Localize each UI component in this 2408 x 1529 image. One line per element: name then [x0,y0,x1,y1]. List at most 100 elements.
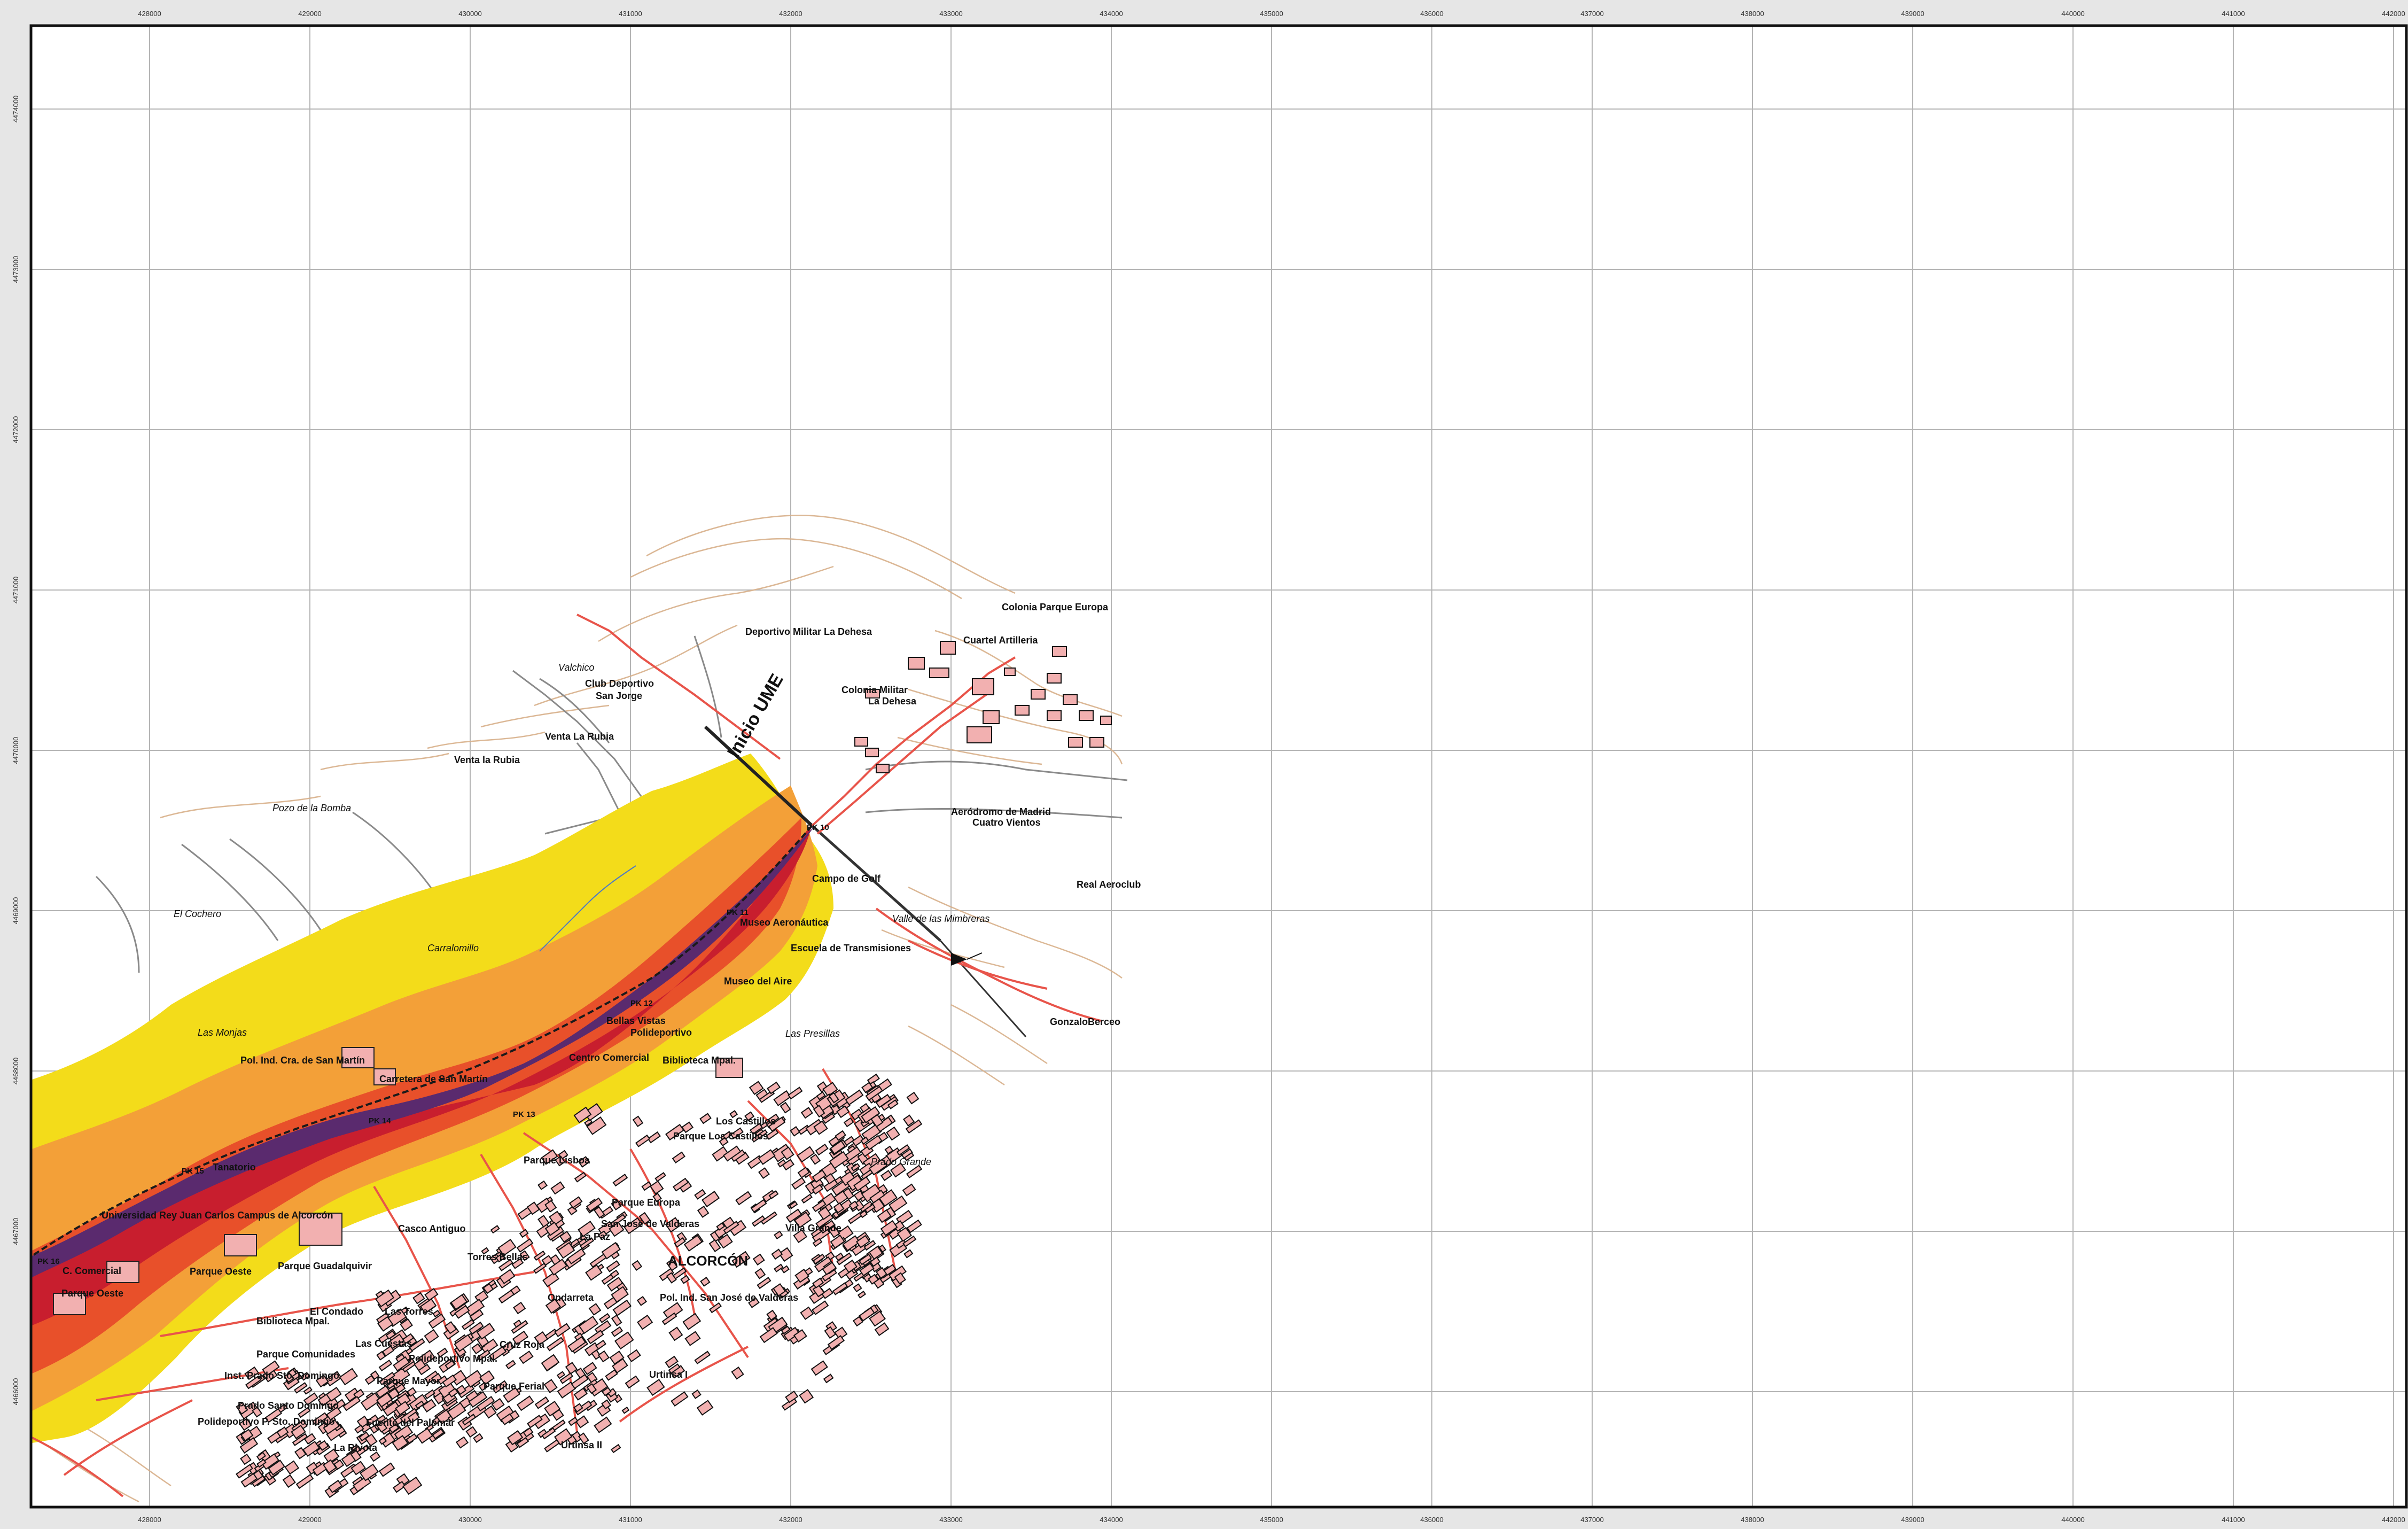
building [424,1389,435,1400]
building [829,1151,849,1169]
building [752,1253,765,1266]
building [252,1406,263,1418]
y-tick-label: 4468000 [12,1058,20,1085]
building [295,1474,314,1489]
building [859,1253,872,1266]
building [719,1137,729,1147]
building [416,1427,433,1444]
building [537,1215,550,1228]
building [884,1145,894,1155]
building [828,1092,839,1104]
building [672,1151,685,1164]
building [567,1336,587,1353]
building [544,1200,557,1213]
building [751,1215,766,1227]
place-label-venta-la-rubia-2: Venta la Rubia [454,755,520,765]
building [471,1343,483,1355]
building [612,1299,632,1316]
x-tick-label: 439000 [1901,1516,1924,1524]
building [268,1460,285,1476]
building [610,1214,626,1227]
x-tick-label: 441000 [2222,1516,2245,1524]
building [559,1372,574,1384]
building [444,1321,457,1334]
building [665,1217,682,1233]
building [601,1387,612,1396]
building [789,1201,798,1209]
building [298,1407,311,1418]
building [744,1111,755,1121]
place-label-parque-castillos: Parque Los Castillos [673,1131,768,1142]
place-label-las-presillas: Las Presillas [785,1028,840,1039]
building [869,1310,886,1327]
place-label-museo-aire: Museo del Aire [724,976,792,987]
building [793,1329,807,1342]
place-label-pol-ind-san-jose: Pol. Ind. San José de Valderas [660,1292,798,1303]
building [611,1326,624,1337]
x-tick-label: 437000 [1580,10,1603,18]
building [597,1350,610,1363]
building [813,1120,828,1135]
building [856,1235,870,1248]
building [359,1431,370,1442]
building [419,1298,437,1314]
x-tick-label: 433000 [939,1516,962,1524]
building [610,1443,621,1454]
building [511,1320,528,1334]
building [694,1351,711,1364]
building [585,1264,603,1281]
building [554,1323,571,1338]
building [556,1371,566,1379]
map-area[interactable] [31,26,2406,1507]
building [666,1272,677,1284]
place-label-san-jose-valderas: San José de Valderas [601,1218,699,1229]
building [395,1401,411,1416]
building [578,1221,596,1237]
building [549,1210,564,1225]
building [498,1290,515,1304]
building [442,1374,457,1388]
building [543,1379,558,1393]
building [760,1211,778,1225]
building [236,1464,253,1479]
building [682,1313,702,1330]
building [731,1366,744,1380]
building [874,1322,890,1337]
building [823,1373,834,1384]
building [793,1229,808,1243]
map-border [29,24,2408,1509]
building [832,1282,848,1295]
building [376,1351,386,1361]
building [758,1167,770,1179]
building [591,1349,602,1360]
y-tick-label: 4473000 [12,256,20,283]
building [751,1129,768,1143]
building [668,1363,681,1374]
building [749,1123,763,1135]
building [785,1390,799,1403]
building [544,1221,560,1236]
building [696,1400,714,1416]
building [773,1090,791,1106]
building [400,1318,413,1331]
railway-track [31,825,813,1257]
place-label-carretera-san-martin: Carretera de San Martín [379,1074,488,1084]
building [759,1327,778,1344]
building [490,1225,500,1234]
y-tick-label: 4470000 [12,737,20,764]
building [852,1316,864,1327]
building [624,1217,643,1235]
building [546,1337,564,1352]
building [516,1395,534,1411]
place-label-escuela-transmisiones: Escuela de Transmisiones [791,943,911,953]
building [350,1461,366,1476]
building [611,1286,629,1303]
building [812,1300,829,1315]
building [754,1268,766,1279]
place-label-biblioteca-mpal-2: Biblioteca Mpal. [256,1316,330,1326]
place-label-la-dehesa: La Dehesa [868,696,917,707]
building [594,1416,612,1433]
building [412,1292,425,1305]
building [545,1298,562,1314]
